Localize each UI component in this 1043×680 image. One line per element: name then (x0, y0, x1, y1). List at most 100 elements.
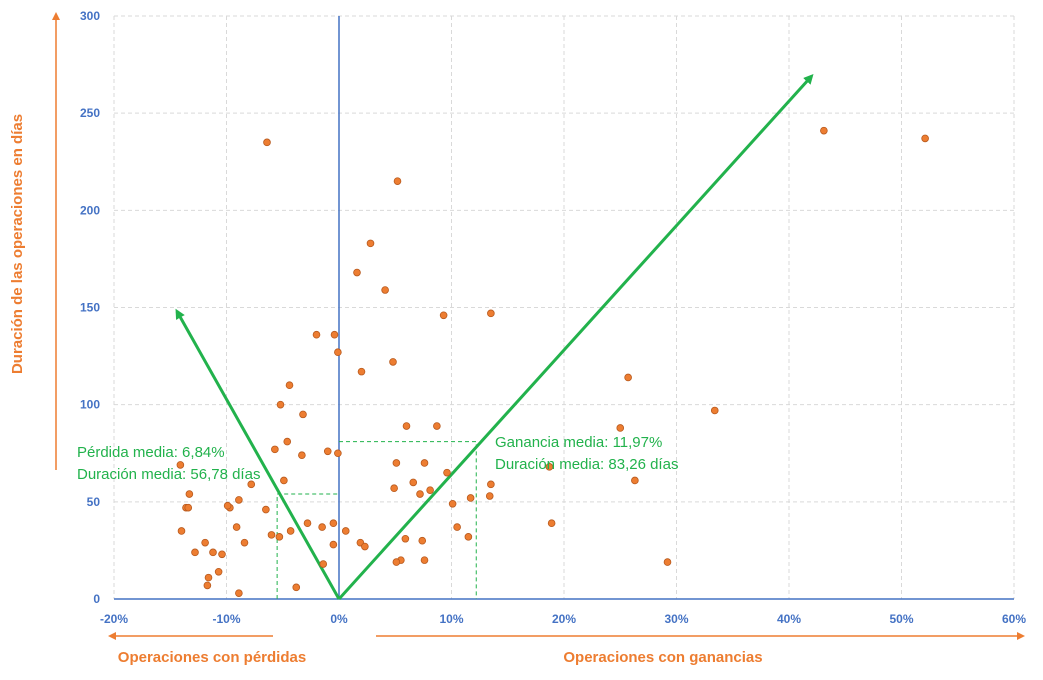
data-point (283, 437, 292, 446)
loss-duration-label: Duración media: 56,78 días (77, 466, 260, 483)
data-point (921, 134, 929, 143)
data-point (329, 519, 338, 528)
data-point (624, 373, 632, 382)
y-tick-label: 250 (80, 106, 100, 120)
data-point (390, 484, 398, 493)
data-point (240, 538, 249, 547)
data-point (466, 494, 475, 502)
trend-arrows (175, 74, 814, 601)
data-point (631, 476, 639, 485)
data-point (318, 523, 326, 531)
x-tick-label: 60% (1002, 612, 1026, 626)
data-point (235, 589, 243, 597)
data-point (271, 445, 279, 454)
data-point (330, 330, 339, 339)
data-point (389, 358, 397, 366)
data-point (298, 451, 306, 459)
data-point (262, 505, 270, 514)
data-point (710, 406, 719, 415)
data-point (303, 519, 312, 528)
data-point (223, 501, 232, 510)
data-point (381, 286, 389, 294)
data-point (420, 556, 429, 564)
data-point (299, 410, 307, 419)
mean-guide-lines (276, 441, 477, 599)
y-tick-label: 300 (80, 9, 100, 23)
data-point (420, 459, 429, 467)
grid-lines (113, 15, 1015, 599)
data-point (663, 558, 672, 566)
y-tick-label: 50 (87, 495, 101, 509)
data-point (319, 560, 328, 568)
data-point (547, 519, 556, 528)
data-point (275, 533, 284, 541)
data-point (409, 478, 418, 487)
x-tick-label: 10% (439, 612, 463, 626)
gain-axis-title: Operaciones con ganancias (563, 649, 762, 666)
y-tick-label: 200 (80, 203, 100, 217)
data-point (487, 480, 495, 489)
data-point (361, 542, 369, 551)
data-point (545, 463, 554, 471)
data-point (439, 311, 448, 320)
data-point (323, 447, 332, 456)
data-point (616, 424, 625, 432)
data-point (204, 573, 213, 582)
y-tick-label: 100 (80, 398, 100, 412)
data-point (247, 480, 256, 489)
data-point (392, 459, 401, 467)
data-point (448, 499, 457, 508)
data-point (276, 400, 285, 409)
data-point (393, 177, 402, 185)
x-tick-label: 50% (889, 612, 913, 626)
data-point (418, 536, 427, 545)
data-point (232, 523, 241, 531)
loss-mean-label: Pérdida media: 6,84% (77, 444, 225, 461)
data-point (209, 548, 217, 557)
gain-mean-guide (339, 441, 477, 599)
data-point (191, 548, 199, 557)
data-point (433, 422, 441, 430)
data-point (203, 581, 212, 590)
data-point (185, 490, 194, 498)
data-point (334, 348, 342, 356)
data-point (341, 527, 350, 535)
data-point (453, 523, 461, 531)
data-point (357, 367, 366, 376)
data-point (176, 461, 185, 469)
data-point (401, 534, 410, 543)
data-point (392, 558, 401, 566)
data-point (485, 492, 494, 500)
x-tick-label: -10% (212, 612, 240, 626)
data-point (214, 567, 223, 576)
data-point (820, 126, 828, 135)
x-tick-label: 30% (664, 612, 688, 626)
data-point (184, 503, 193, 512)
data-point (286, 527, 295, 535)
data-point (263, 138, 271, 147)
data-point (416, 490, 424, 498)
data-point (426, 486, 434, 494)
data-point (280, 476, 288, 485)
y-tick-label: 150 (80, 301, 100, 315)
data-point (267, 531, 276, 539)
x-tick-label: 20% (552, 612, 576, 626)
data-point (235, 496, 243, 504)
data-point (487, 309, 495, 318)
data-point (218, 550, 226, 559)
loss-trend-arrow (175, 308, 341, 600)
data-point (334, 449, 342, 458)
data-point (464, 533, 473, 541)
data-point (443, 468, 451, 477)
x-tick-label: -20% (100, 612, 128, 626)
y-tick-label: 0 (93, 592, 100, 606)
gain-trend-arrow (337, 74, 814, 601)
data-point (366, 239, 375, 248)
gain-mean-label: Ganancia media: 11,97% (495, 434, 662, 451)
gain-duration-label: Duración media: 83,26 días (495, 456, 678, 473)
data-point (329, 540, 338, 549)
data-point (201, 538, 209, 547)
loss-axis-title: Operaciones con pérdidas (118, 649, 306, 666)
data-point (285, 381, 294, 390)
